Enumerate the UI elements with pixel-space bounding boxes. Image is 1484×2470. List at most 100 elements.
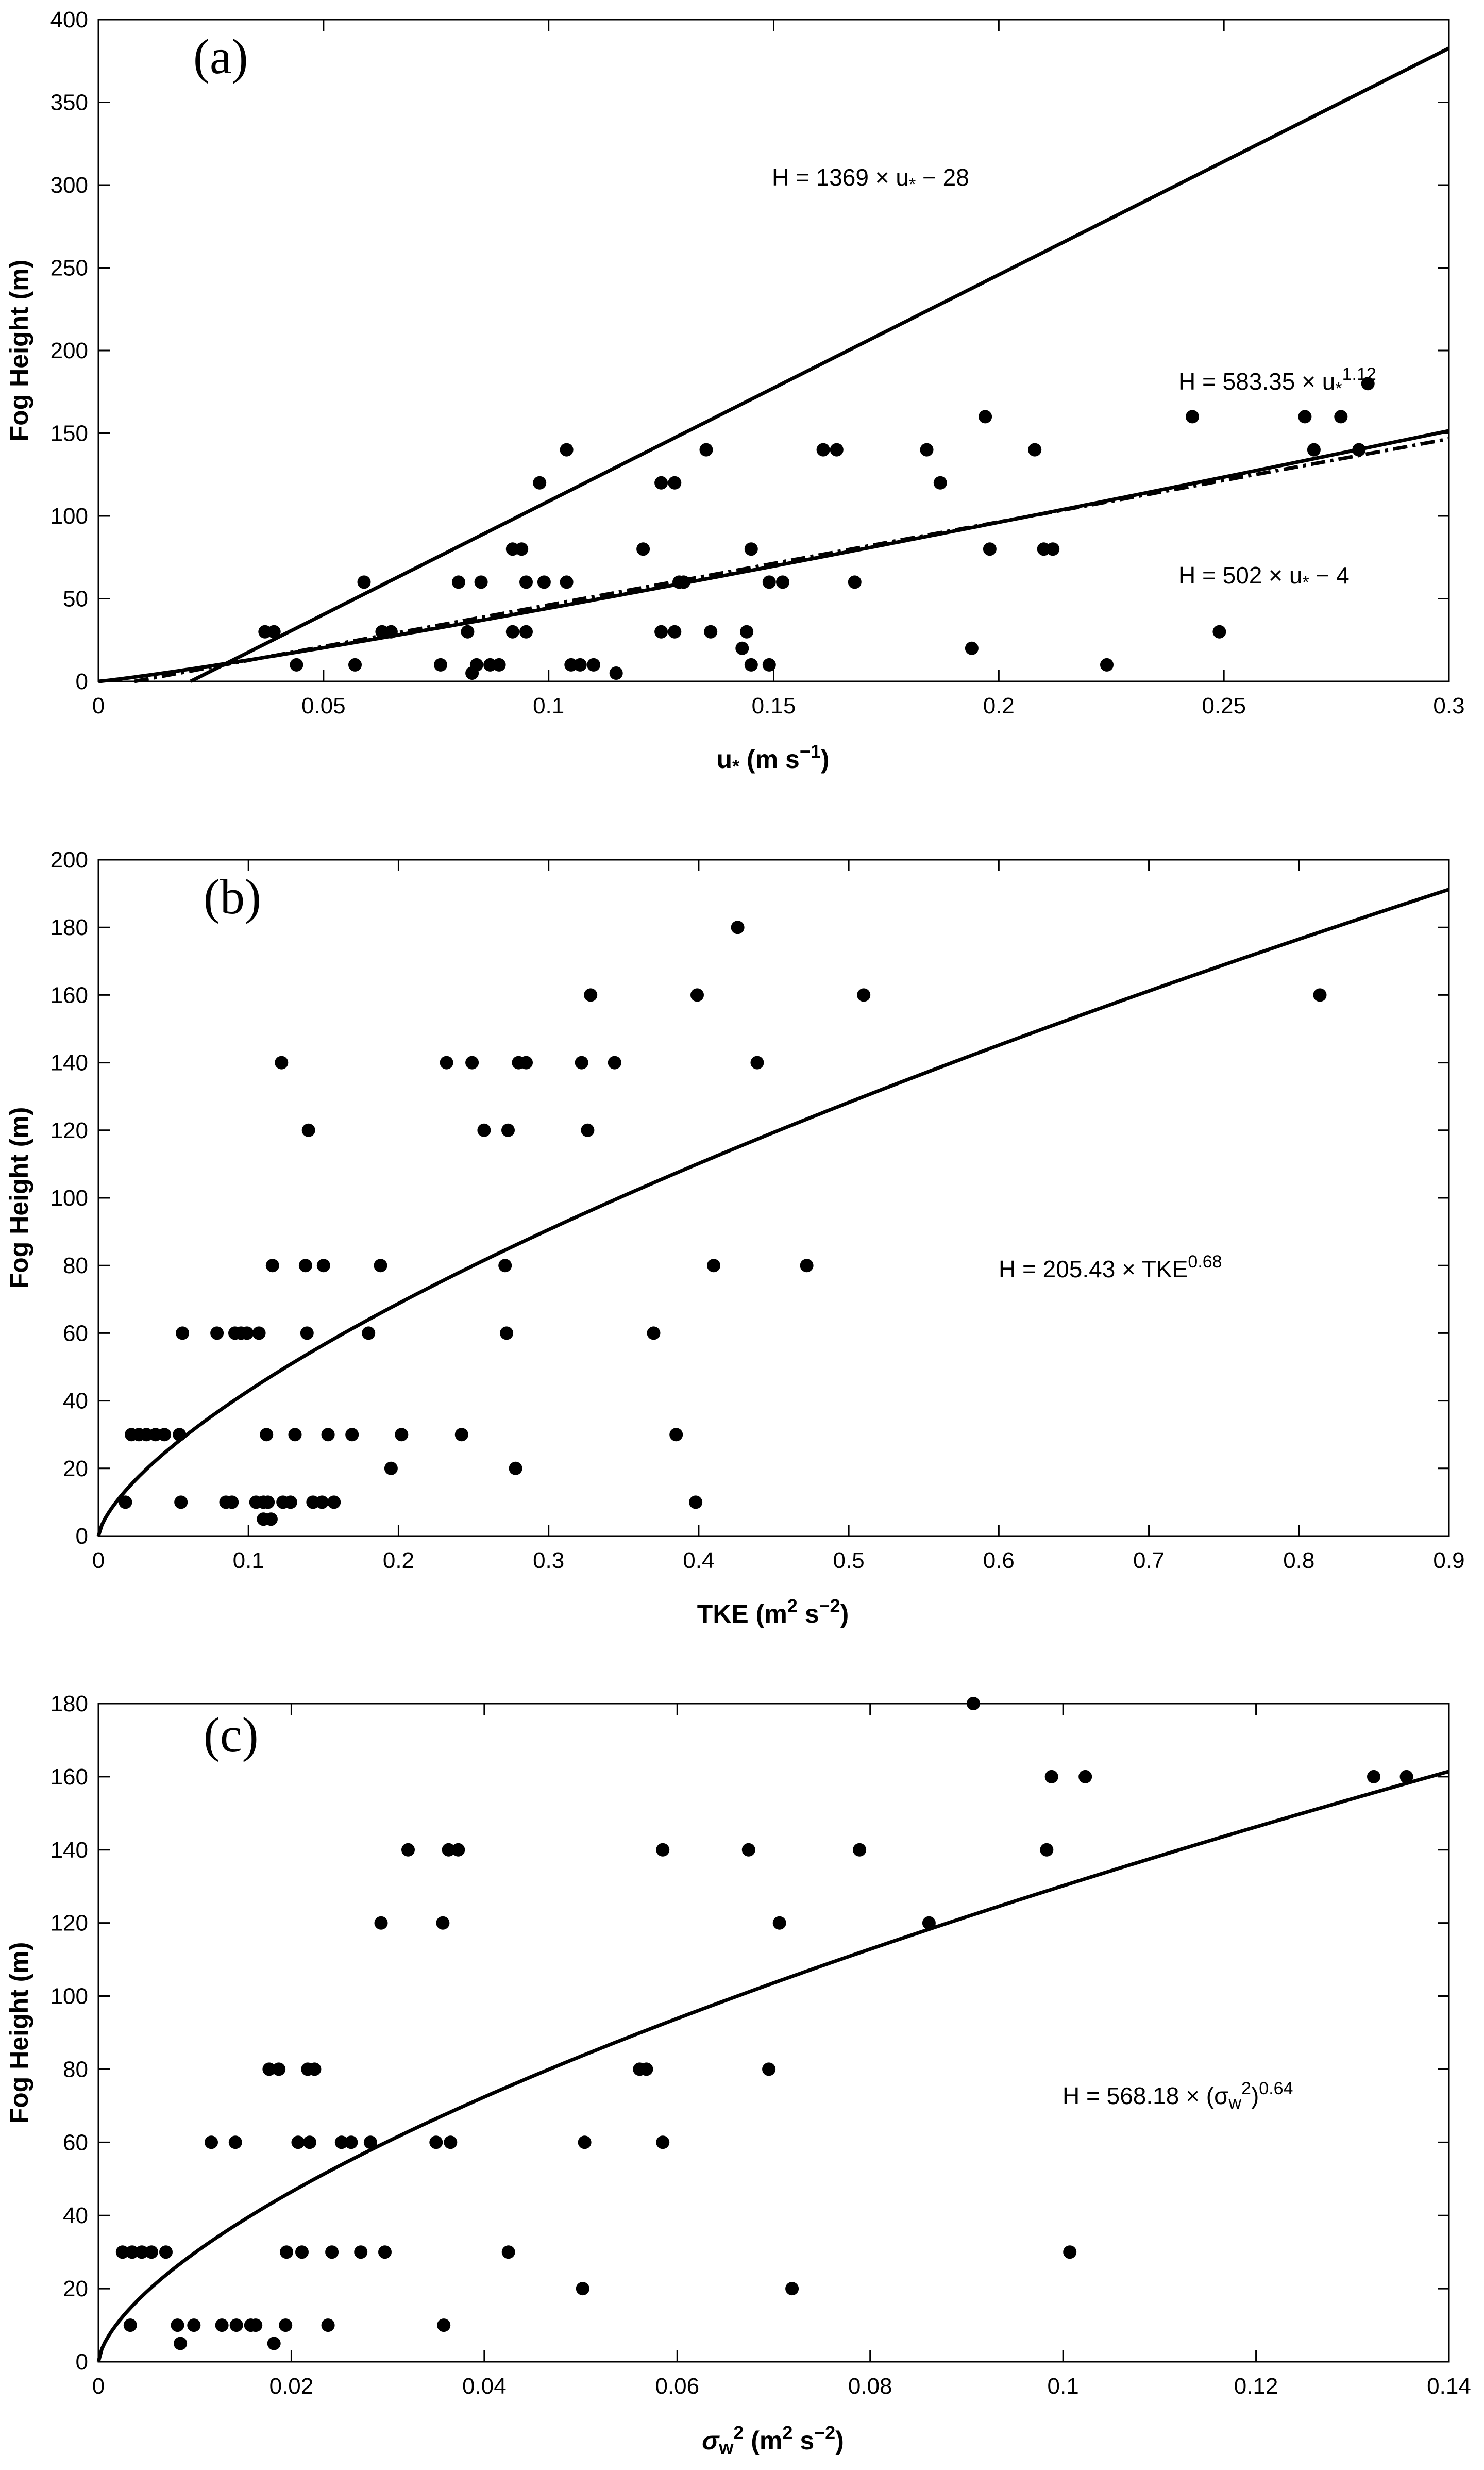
data-point	[291, 2135, 305, 2149]
plot-area-a	[97, 19, 1450, 682]
data-point	[654, 625, 668, 639]
data-point	[848, 575, 862, 589]
panel-b: 0 0.1 0.2 0.3 0.4 0.5 0.6 0.7 0.8 0.9 0 20 40 60 80 100…	[5, 847, 1465, 1628]
data-point	[965, 641, 979, 655]
data-point	[636, 542, 650, 556]
x-tick-label: 0.02	[269, 2374, 314, 2399]
annotation-a-1: H = 1369 × u* − 28	[772, 164, 969, 194]
x-axis-label-a: u* (m s−1)	[716, 741, 829, 777]
data-point	[776, 575, 789, 589]
data-point	[983, 542, 997, 556]
data-point	[533, 476, 547, 490]
data-point	[920, 443, 934, 457]
data-point	[298, 1259, 312, 1273]
series-c	[96, 1770, 1449, 2362]
data-point	[187, 2318, 201, 2332]
x-tick-label: 0.8	[1283, 1548, 1314, 1573]
x-tick-label: 0.14	[1427, 2374, 1471, 2399]
y-tick-label: 250	[50, 256, 88, 281]
data-point	[264, 1512, 278, 1526]
data-point	[348, 658, 362, 672]
y-tick-label: 60	[63, 2130, 88, 2155]
data-point	[158, 1428, 172, 1442]
data-point	[225, 1495, 239, 1509]
data-point	[272, 2062, 286, 2076]
data-point	[474, 575, 488, 589]
data-point	[500, 1326, 514, 1340]
data-point	[1307, 443, 1321, 457]
plot-area-c	[97, 1703, 1450, 2363]
x-tick-label: 0.05	[301, 693, 346, 719]
data-point	[1399, 1770, 1413, 1783]
data-point	[229, 2318, 243, 2332]
data-point	[689, 1495, 703, 1509]
data-point	[609, 666, 623, 680]
annotation-c-1: H = 568.18 × (σw2)0.64	[1063, 2079, 1293, 2113]
data-point	[668, 476, 682, 490]
y-axis-label-b: Fog Height (m)	[5, 1107, 33, 1289]
data-point	[772, 1916, 786, 1930]
x-tick-label: 0.1	[233, 1548, 264, 1573]
y-tick-label: 40	[63, 2203, 88, 2228]
data-point	[581, 1123, 595, 1137]
x-tick-label: 0.3	[1433, 693, 1464, 719]
data-point	[280, 2245, 294, 2259]
x-tick-label: 0.04	[462, 2374, 507, 2399]
y-tick-label: 40	[63, 1389, 88, 1414]
data-point	[922, 1916, 936, 1930]
data-point	[1046, 542, 1060, 556]
data-point	[321, 1428, 335, 1442]
data-point	[519, 575, 533, 589]
y-tick-label: 160	[50, 1764, 88, 1790]
y-tick-label: 20	[63, 2276, 88, 2301]
data-point	[300, 1326, 314, 1340]
data-point	[442, 1843, 456, 1857]
data-point	[345, 1428, 359, 1442]
fit-line	[134, 437, 1449, 683]
data-point	[501, 2245, 515, 2259]
data-point	[498, 1259, 512, 1273]
data-point	[587, 658, 600, 672]
data-point	[741, 1843, 755, 1857]
data-point	[699, 443, 713, 457]
data-point	[283, 1495, 297, 1509]
annotation-a-3: H = 502 × u* − 4	[1178, 562, 1350, 592]
data-point	[584, 988, 598, 1002]
data-point	[1212, 625, 1226, 639]
x-tick-label: 0.08	[848, 2374, 892, 2399]
data-point	[325, 2245, 339, 2259]
data-point	[451, 1843, 465, 1857]
data-point	[735, 641, 749, 655]
data-point	[395, 1428, 409, 1442]
y-tick-label: 100	[50, 1186, 88, 1211]
data-point	[785, 2282, 799, 2296]
data-point	[1313, 988, 1327, 1002]
data-point	[176, 1326, 190, 1340]
data-point	[215, 2318, 229, 2332]
data-point	[267, 2337, 281, 2350]
data-point	[210, 1326, 224, 1340]
data-point	[321, 2318, 335, 2332]
data-point	[279, 2318, 293, 2332]
data-point	[275, 1056, 289, 1070]
y-tick-label: 180	[50, 915, 88, 940]
panel-label-b: (b)	[204, 869, 261, 924]
data-point	[740, 625, 754, 639]
y-tick-label: 50	[63, 587, 88, 612]
data-point	[434, 658, 447, 672]
data-point	[265, 1259, 279, 1273]
data-point	[461, 625, 475, 639]
data-point	[354, 2245, 368, 2259]
data-point	[437, 2318, 451, 2332]
y-tick-label: 120	[50, 1118, 88, 1143]
data-point	[762, 658, 776, 672]
series-a	[98, 46, 1450, 683]
y-tick-label: 80	[63, 1253, 88, 1278]
x-tick-label: 0.6	[983, 1548, 1015, 1573]
y-tick-label: 0	[76, 669, 88, 694]
data-point	[125, 2245, 139, 2259]
y-tick-label: 20	[63, 1456, 88, 1481]
data-point	[857, 988, 871, 1002]
data-point	[334, 2135, 348, 2149]
